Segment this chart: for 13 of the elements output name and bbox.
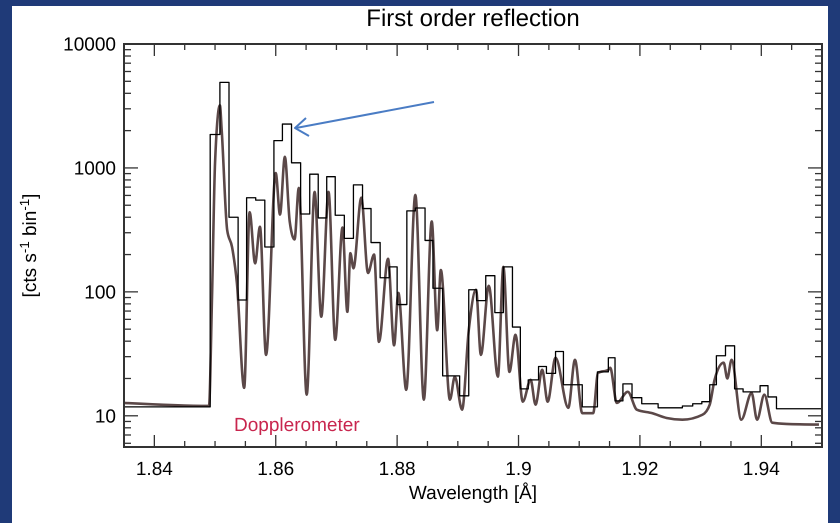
y-tick-label: 1000 <box>74 158 116 180</box>
x-axis-title: Wavelength [Å] <box>408 482 538 504</box>
chart-title: First order reflection <box>366 5 580 32</box>
x-tick-label: 1.84 <box>136 459 174 480</box>
y-tick-label: 10 <box>94 406 116 428</box>
x-tick-label: 1.9 <box>505 459 532 480</box>
x-tick-label: 1.86 <box>257 459 294 480</box>
x-tick-label: 1.88 <box>378 459 416 480</box>
x-tick-label: 1.94 <box>742 459 780 480</box>
annotation: Dopplerometer <box>234 415 360 436</box>
x-tick-label: 1.92 <box>621 459 658 480</box>
y-tick-label: 10000 <box>63 34 116 56</box>
y-tick-label: 100 <box>84 282 116 304</box>
